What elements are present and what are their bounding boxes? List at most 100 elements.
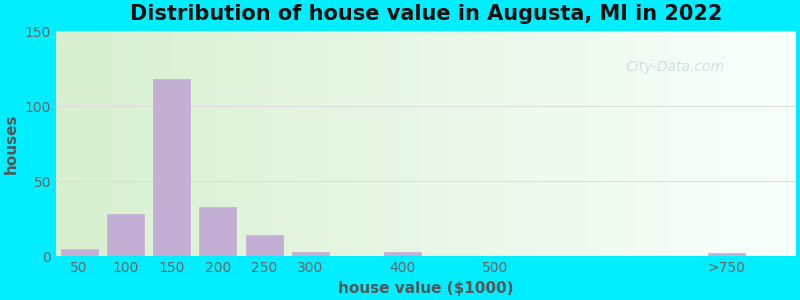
- Bar: [184, 31, 186, 256]
- Bar: [635, 31, 638, 256]
- Bar: [238, 31, 241, 256]
- Bar: [352, 31, 354, 256]
- Bar: [86, 31, 88, 256]
- Bar: [320, 31, 322, 256]
- Bar: [327, 31, 330, 256]
- Bar: [507, 31, 510, 256]
- Bar: [135, 31, 138, 256]
- Bar: [557, 31, 559, 256]
- Bar: [434, 31, 436, 256]
- Bar: [170, 31, 172, 256]
- Bar: [372, 31, 374, 256]
- Bar: [682, 31, 685, 256]
- Bar: [598, 31, 601, 256]
- Bar: [364, 31, 366, 256]
- Bar: [292, 252, 329, 256]
- Bar: [441, 31, 443, 256]
- Bar: [110, 31, 113, 256]
- Bar: [675, 31, 678, 256]
- Bar: [791, 31, 794, 256]
- Bar: [667, 31, 670, 256]
- Bar: [431, 31, 434, 256]
- Bar: [263, 31, 266, 256]
- Bar: [475, 31, 478, 256]
- Bar: [643, 31, 646, 256]
- Bar: [216, 31, 218, 256]
- Bar: [673, 31, 675, 256]
- Bar: [426, 31, 428, 256]
- Bar: [443, 31, 446, 256]
- Bar: [70, 31, 74, 256]
- Bar: [724, 31, 726, 256]
- Bar: [751, 31, 754, 256]
- Bar: [685, 31, 687, 256]
- Bar: [694, 31, 697, 256]
- Bar: [202, 31, 204, 256]
- Bar: [448, 31, 450, 256]
- Bar: [93, 31, 95, 256]
- Bar: [254, 31, 256, 256]
- Bar: [697, 31, 700, 256]
- Bar: [236, 31, 238, 256]
- Bar: [766, 31, 769, 256]
- Bar: [406, 31, 409, 256]
- Bar: [485, 31, 487, 256]
- Bar: [81, 31, 83, 256]
- Bar: [211, 31, 214, 256]
- Bar: [762, 31, 764, 256]
- Bar: [78, 31, 81, 256]
- Bar: [522, 31, 525, 256]
- Bar: [482, 31, 485, 256]
- Bar: [544, 31, 546, 256]
- Bar: [611, 31, 614, 256]
- Bar: [391, 31, 394, 256]
- Bar: [746, 31, 749, 256]
- Bar: [243, 31, 246, 256]
- Bar: [66, 31, 68, 256]
- Bar: [261, 31, 263, 256]
- Bar: [246, 236, 282, 256]
- Bar: [468, 31, 470, 256]
- Bar: [150, 31, 152, 256]
- Bar: [623, 31, 626, 256]
- Bar: [783, 31, 786, 256]
- Bar: [554, 31, 557, 256]
- Bar: [532, 31, 534, 256]
- Bar: [357, 31, 359, 256]
- Bar: [582, 31, 584, 256]
- Bar: [246, 31, 248, 256]
- Bar: [778, 31, 781, 256]
- Bar: [379, 31, 382, 256]
- Bar: [248, 31, 250, 256]
- X-axis label: house value ($1000): house value ($1000): [338, 281, 514, 296]
- Bar: [268, 31, 270, 256]
- Bar: [591, 31, 594, 256]
- Bar: [221, 31, 224, 256]
- Bar: [564, 31, 566, 256]
- Bar: [130, 31, 133, 256]
- Bar: [90, 31, 93, 256]
- Bar: [404, 31, 406, 256]
- Bar: [493, 31, 495, 256]
- Bar: [68, 31, 70, 256]
- Bar: [466, 31, 468, 256]
- Bar: [739, 31, 742, 256]
- Bar: [764, 31, 766, 256]
- Bar: [455, 31, 458, 256]
- Bar: [525, 31, 527, 256]
- Bar: [162, 31, 165, 256]
- Bar: [744, 31, 746, 256]
- Bar: [106, 31, 108, 256]
- Bar: [310, 31, 313, 256]
- Bar: [487, 31, 490, 256]
- Bar: [520, 31, 522, 256]
- Bar: [584, 31, 586, 256]
- Bar: [290, 31, 293, 256]
- Bar: [107, 214, 144, 256]
- Bar: [421, 31, 423, 256]
- Bar: [734, 31, 737, 256]
- Bar: [159, 31, 162, 256]
- Bar: [633, 31, 635, 256]
- Bar: [389, 31, 391, 256]
- Bar: [199, 31, 202, 256]
